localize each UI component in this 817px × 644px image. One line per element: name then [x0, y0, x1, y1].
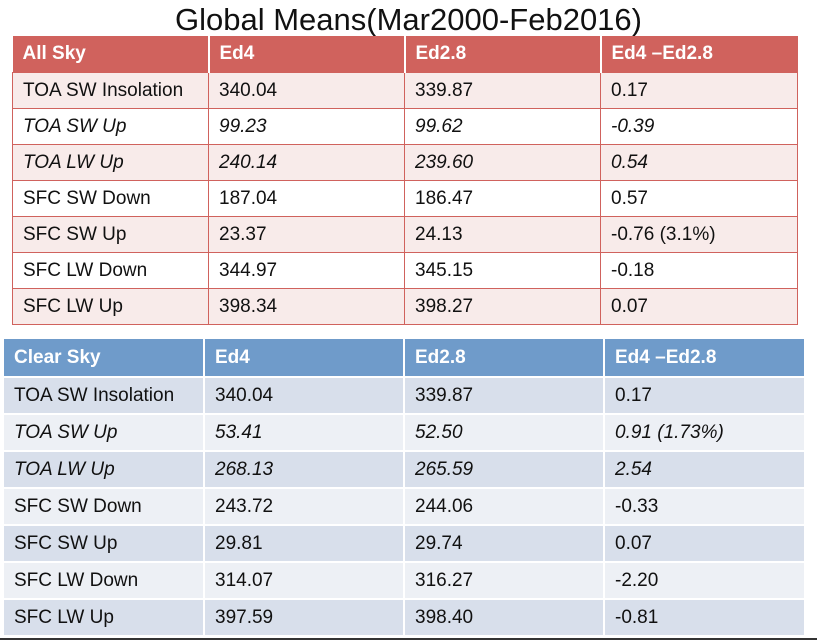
- clear-sky-ed28-value: 339.87: [404, 376, 605, 414]
- all-sky-table-row: TOA LW Up 240.14 239.60 0.54: [12, 144, 798, 181]
- clear-sky-header-diff: Ed4 –Ed2.8: [604, 339, 804, 377]
- all-sky-table-row: SFC LW Down 344.97 345.15 -0.18: [12, 252, 798, 289]
- all-sky-ed4-value: 398.34: [208, 288, 405, 325]
- bottom-divider: [0, 638, 817, 640]
- clear-sky-table-row: SFC SW Down 243.72 244.06 -0.33: [4, 487, 804, 525]
- all-sky-ed28-value: 99.62: [404, 108, 601, 145]
- all-sky-table-row: SFC LW Up 398.34 398.27 0.07: [12, 288, 798, 325]
- clear-sky-ed28-value: 265.59: [404, 450, 605, 488]
- clear-sky-table-row: SFC SW Up 29.81 29.74 0.07: [4, 524, 804, 562]
- clear-sky-diff-value: 0.07: [604, 524, 804, 562]
- all-sky-label: SFC LW Down: [12, 252, 209, 289]
- all-sky-table-row: SFC SW Down 187.04 186.47 0.57: [12, 180, 798, 217]
- all-sky-ed4-value: 187.04: [208, 180, 405, 217]
- clear-sky-ed4-value: 243.72: [204, 487, 405, 525]
- clear-sky-label: TOA LW Up: [4, 450, 205, 488]
- all-sky-label: TOA SW Insolation: [12, 72, 209, 109]
- clear-sky-header-label: Clear Sky: [4, 339, 205, 377]
- clear-sky-diff-value: 0.91 (1.73%): [604, 413, 804, 451]
- clear-sky-ed28-value: 316.27: [404, 561, 605, 599]
- all-sky-label: TOA SW Up: [12, 108, 209, 145]
- clear-sky-label: TOA SW Up: [4, 413, 205, 451]
- clear-sky-ed4-value: 29.81: [204, 524, 405, 562]
- clear-sky-diff-value: 2.54: [604, 450, 804, 488]
- all-sky-label: SFC LW Up: [12, 288, 209, 325]
- all-sky-label: TOA LW Up: [12, 144, 209, 181]
- all-sky-header-diff: Ed4 –Ed2.8: [600, 36, 798, 73]
- all-sky-diff-value: 0.54: [600, 144, 798, 181]
- all-sky-table: All Sky Ed4 Ed2.8 Ed4 –Ed2.8 TOA SW Inso…: [12, 36, 798, 325]
- all-sky-header-ed4: Ed4: [208, 36, 406, 73]
- clear-sky-label: SFC SW Down: [4, 487, 205, 525]
- clear-sky-label: SFC LW Down: [4, 561, 205, 599]
- clear-sky-diff-value: -0.33: [604, 487, 804, 525]
- all-sky-diff-value: -0.76 (3.1%): [600, 216, 798, 253]
- all-sky-ed28-value: 345.15: [404, 252, 601, 289]
- all-sky-header-label: All Sky: [12, 36, 210, 73]
- clear-sky-table-row: SFC LW Down 314.07 316.27 -2.20: [4, 561, 804, 599]
- clear-sky-header-ed4: Ed4: [204, 339, 405, 377]
- clear-sky-diff-value: -0.81: [604, 598, 804, 635]
- page-title: Global Means(Mar2000-Feb2016): [175, 2, 642, 37]
- clear-sky-table-row: SFC LW Up 397.59 398.40 -0.81: [4, 598, 804, 635]
- clear-sky-ed4-value: 53.41: [204, 413, 405, 451]
- clear-sky-diff-value: -2.20: [604, 561, 804, 599]
- all-sky-table-row: TOA SW Up 99.23 99.62 -0.39: [12, 108, 798, 145]
- all-sky-header-ed28: Ed2.8: [404, 36, 602, 73]
- all-sky-diff-value: 0.17: [600, 72, 798, 109]
- clear-sky-header-row: Clear Sky Ed4 Ed2.8 Ed4 –Ed2.8: [4, 339, 804, 377]
- all-sky-label: SFC SW Up: [12, 216, 209, 253]
- all-sky-ed4-value: 344.97: [208, 252, 405, 289]
- clear-sky-ed28-value: 52.50: [404, 413, 605, 451]
- all-sky-diff-value: 0.07: [600, 288, 798, 325]
- clear-sky-ed28-value: 244.06: [404, 487, 605, 525]
- all-sky-table-row: TOA SW Insolation 340.04 339.87 0.17: [12, 72, 798, 109]
- clear-sky-ed4-value: 268.13: [204, 450, 405, 488]
- clear-sky-label: SFC SW Up: [4, 524, 205, 562]
- clear-sky-ed28-value: 398.40: [404, 598, 605, 635]
- all-sky-ed28-value: 186.47: [404, 180, 601, 217]
- all-sky-ed28-value: 398.27: [404, 288, 601, 325]
- all-sky-diff-value: -0.39: [600, 108, 798, 145]
- clear-sky-ed28-value: 29.74: [404, 524, 605, 562]
- clear-sky-table-row: TOA SW Up 53.41 52.50 0.91 (1.73%): [4, 413, 804, 451]
- clear-sky-ed4-value: 397.59: [204, 598, 405, 635]
- all-sky-ed4-value: 340.04: [208, 72, 405, 109]
- all-sky-table-row: SFC SW Up 23.37 24.13 -0.76 (3.1%): [12, 216, 798, 253]
- all-sky-ed28-value: 239.60: [404, 144, 601, 181]
- clear-sky-header-ed28: Ed2.8: [404, 339, 605, 377]
- all-sky-diff-value: -0.18: [600, 252, 798, 289]
- all-sky-ed28-value: 24.13: [404, 216, 601, 253]
- all-sky-ed28-value: 339.87: [404, 72, 601, 109]
- all-sky-diff-value: 0.57: [600, 180, 798, 217]
- clear-sky-label: SFC LW Up: [4, 598, 205, 635]
- clear-sky-table-row: TOA LW Up 268.13 265.59 2.54: [4, 450, 804, 488]
- clear-sky-ed4-value: 314.07: [204, 561, 405, 599]
- clear-sky-table: Clear Sky Ed4 Ed2.8 Ed4 –Ed2.8 TOA SW In…: [4, 339, 804, 635]
- clear-sky-label: TOA SW Insolation: [4, 376, 205, 414]
- all-sky-ed4-value: 99.23: [208, 108, 405, 145]
- all-sky-label: SFC SW Down: [12, 180, 209, 217]
- clear-sky-diff-value: 0.17: [604, 376, 804, 414]
- all-sky-header-row: All Sky Ed4 Ed2.8 Ed4 –Ed2.8: [12, 36, 798, 73]
- clear-sky-ed4-value: 340.04: [204, 376, 405, 414]
- all-sky-ed4-value: 240.14: [208, 144, 405, 181]
- all-sky-ed4-value: 23.37: [208, 216, 405, 253]
- clear-sky-table-row: TOA SW Insolation 340.04 339.87 0.17: [4, 376, 804, 414]
